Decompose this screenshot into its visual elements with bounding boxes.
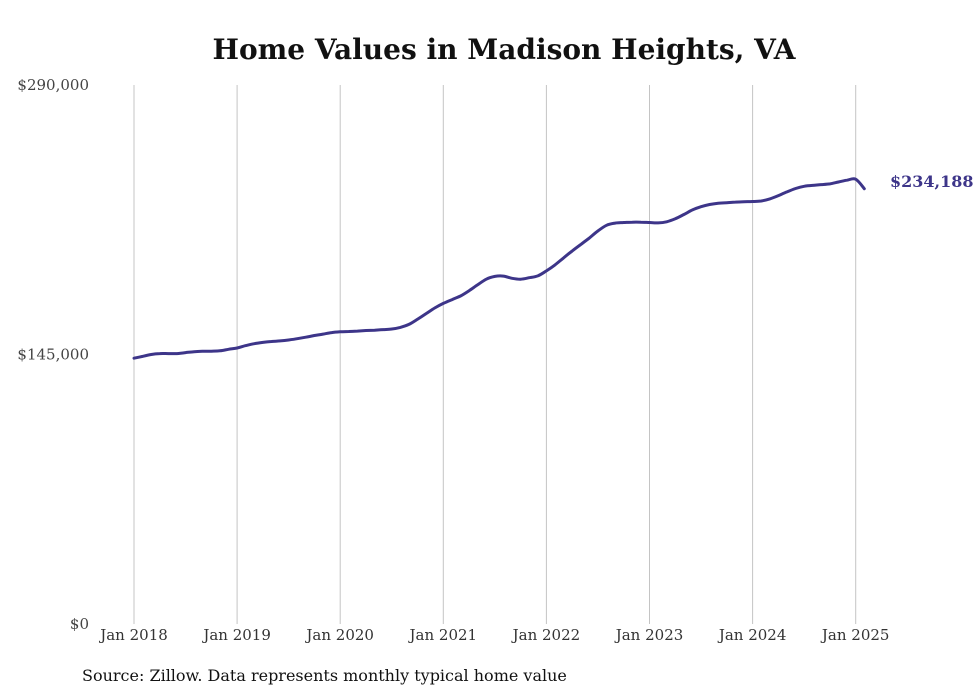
x-tick-label: Jan 2019 <box>201 626 271 644</box>
gridlines <box>133 85 857 624</box>
chart-title: Home Values in Madison Heights, VA <box>213 33 797 66</box>
x-tick-label: Jan 2021 <box>408 626 478 644</box>
y-tick-label: $290,000 <box>17 76 89 94</box>
y-tick-label: $0 <box>70 615 89 633</box>
x-tick-label: Jan 2020 <box>304 626 374 644</box>
x-tick-label: Jan 2022 <box>511 626 581 644</box>
y-axis-ticks: $0 $145,000 $290,000 <box>17 76 89 633</box>
latest-value-label: $234,188 <box>890 172 974 191</box>
x-axis-ticks: Jan 2018 Jan 2019 Jan 2020 Jan 2021 Jan 2022… <box>98 626 889 644</box>
series-layer <box>132 177 866 360</box>
x-tick-label: Jan 2024 <box>717 626 787 644</box>
source-note: Source: Zillow. Data represents monthly … <box>82 666 567 685</box>
y-tick-label: $145,000 <box>17 346 89 364</box>
x-tick-label: Jan 2025 <box>820 626 890 644</box>
series-line <box>132 177 866 360</box>
x-tick-label: Jan 2018 <box>98 626 168 644</box>
x-tick-label: Jan 2023 <box>614 626 684 644</box>
